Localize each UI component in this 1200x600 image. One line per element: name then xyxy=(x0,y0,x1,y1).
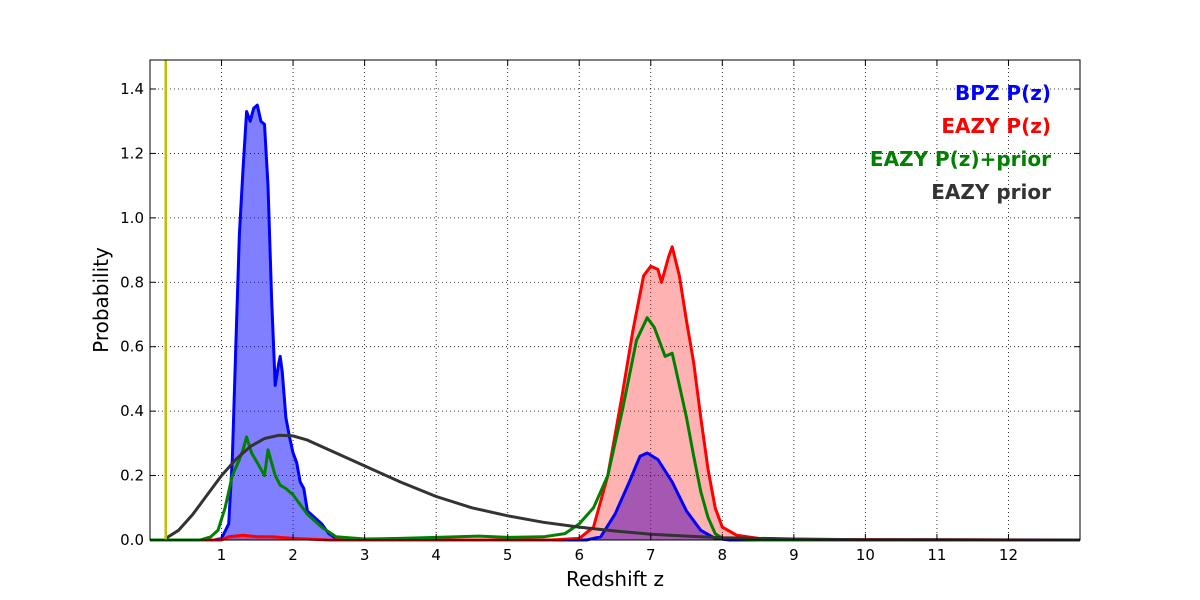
series-fills xyxy=(150,105,1080,541)
x-tick-label: 10 xyxy=(856,546,875,564)
series-lines xyxy=(150,103,1081,542)
x-tick-label: 12 xyxy=(999,546,1018,564)
legend-entry: EAZY P(z) xyxy=(941,114,1051,138)
series-line-eazy-p-z xyxy=(150,245,1081,542)
y-axis-label: Probability xyxy=(89,247,113,353)
series-line-eazy-prior xyxy=(164,433,1080,542)
series-line-eazy-p-z-prior xyxy=(150,316,1080,542)
x-axis-label: Redshift z xyxy=(566,567,664,591)
x-tick-label: 4 xyxy=(431,546,441,564)
legend-entry: EAZY P(z)+prior xyxy=(870,147,1051,171)
y-tick-label: 0.8 xyxy=(120,273,144,291)
x-tick-label: 1 xyxy=(217,546,227,564)
x-tick-label: 5 xyxy=(503,546,513,564)
x-tick-label: 8 xyxy=(718,546,728,564)
series-fill-eazy-p-z xyxy=(150,246,1080,541)
y-tick-label: 0.0 xyxy=(120,531,144,549)
y-tick-label: 0.2 xyxy=(120,467,144,485)
y-ticks: 0.0 0.2 0.4 0.6 0.8 1.0 1.2 1.4 xyxy=(120,80,1080,549)
legend-entry: BPZ P(z) xyxy=(955,81,1051,105)
x-tick-label: 6 xyxy=(574,546,584,564)
y-tick-label: 1.0 xyxy=(120,209,144,227)
x-tick-label: 3 xyxy=(360,546,370,564)
legend: BPZ P(z) EAZY P(z) EAZY P(z)+prior EAZY pri… xyxy=(870,81,1051,204)
y-tick-label: 1.2 xyxy=(120,144,144,162)
series-fill-bpz-p-z xyxy=(150,105,1080,540)
y-tick-label: 0.6 xyxy=(120,338,144,356)
legend-entry: EAZY prior xyxy=(931,180,1051,204)
x-tick-label: 2 xyxy=(288,546,298,564)
series-line-bpz-p-z xyxy=(150,103,1080,542)
y-tick-label: 0.4 xyxy=(120,402,144,420)
plot-frame xyxy=(149,59,1081,541)
x-ticks: 1 2 3 4 5 6 7 8 9 10 11 12 xyxy=(217,60,1018,564)
y-tick-label: 1.4 xyxy=(120,80,144,98)
x-tick-label: 11 xyxy=(927,546,946,564)
x-tick-label: 9 xyxy=(789,546,799,564)
x-tick-label: 7 xyxy=(646,546,656,564)
